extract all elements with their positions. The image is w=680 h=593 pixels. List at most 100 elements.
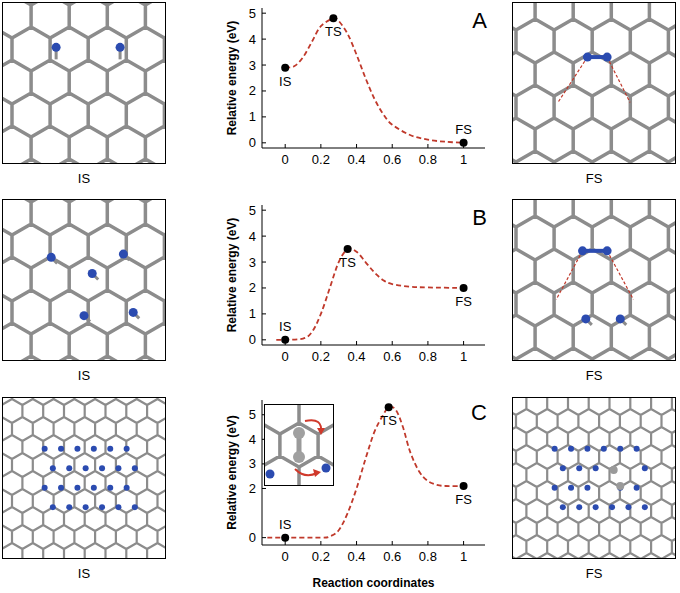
y-tick-label: 5 [249,6,256,21]
y-axis-label: Relative energy (eV) [225,21,239,136]
inset-bonds [264,404,334,486]
plot-data [276,245,467,344]
carbon-atom [610,466,618,474]
y-tick-label: 3 [249,58,256,73]
graphene-bonds [2,2,166,164]
adatom [616,314,625,323]
y-tick [262,339,266,340]
adatom [50,504,56,510]
state-point [460,139,468,147]
y-tick-label: 1 [249,109,256,124]
y-tick [262,488,266,489]
x-tick-label: 0.8 [419,549,437,564]
adatom [88,269,97,278]
y-tick-label: 2 [249,83,256,98]
x-tick [463,341,464,345]
adatom [583,53,592,62]
adatom [107,446,113,452]
x-tick [427,541,428,545]
inset-carbon [293,451,305,463]
x-tick [320,541,321,545]
x-tick [392,144,393,148]
x-tick-label: 0.4 [348,549,366,564]
x-tick [320,144,321,148]
y-axis-label: Relative energy (eV) [225,218,239,333]
inset-frame [265,405,334,486]
state-label: FS [455,294,472,309]
inset-carbon [293,427,305,439]
state-label: TS [380,413,397,428]
x-tick-label: 0.4 [348,349,366,364]
state-label: FS [455,122,472,137]
y-tick-label: 4 [249,32,256,47]
x-tick [463,541,464,545]
x-tick-label: 0 [282,349,289,364]
state-label: TS [325,24,342,39]
lattice [2,199,166,361]
lattice [512,2,676,164]
inset [264,404,334,486]
adatom [42,485,48,491]
x-tick-label: 1 [460,349,467,364]
adatom [42,446,48,452]
x-tick-label: 0.8 [419,152,437,167]
energy-curve [276,248,463,339]
y-tick-label: 1 [249,306,256,321]
adatom [80,311,89,320]
adatom [568,446,574,452]
panel-frame [3,200,166,361]
y-axis [262,8,263,148]
y-tick-label: 5 [249,407,256,422]
plot-data [281,14,467,146]
panel-bg [2,199,166,361]
adatom [129,308,138,317]
adatom [609,504,615,510]
state-label: TS [339,255,356,270]
state-point [385,403,393,411]
structure-label: IS [78,566,91,581]
adatom [91,485,97,491]
adatom [576,465,582,471]
y-tick-label: 3 [249,456,256,471]
adatom [83,465,89,471]
adatom [576,504,582,510]
state-point [281,336,289,344]
adatom [47,253,56,262]
x-tick [427,144,428,148]
energy-chart: 01234500.20.40.60.81Relative energy (eV)… [225,6,487,167]
inset-adatom [322,464,331,473]
adatom [115,504,121,510]
state-label: IS [279,517,292,532]
panel-letter: B [472,205,487,230]
x-tick [392,541,393,545]
adatom [132,465,138,471]
x-tick-label: 1 [460,549,467,564]
x-tick-label: 0 [282,549,289,564]
x-tick [285,144,286,148]
broken-bond [556,251,582,300]
energy-curve [285,18,463,143]
y-tick [262,262,266,263]
y-tick [262,210,266,211]
adatom [74,446,80,452]
y-tick-label: 4 [249,432,256,447]
y-tick-label: 5 [249,203,256,218]
final-structure [421,0,680,228]
structure-label: FS [586,368,603,383]
carbon-atom [616,482,624,490]
adatom [603,246,612,255]
adatom [83,504,89,510]
structure-label: IS [78,368,91,383]
structure-label: FS [586,566,603,581]
energy-chart: 01234500.20.40.60.81Relative energy (eV)… [225,203,487,364]
adatom [91,446,97,452]
adatom [58,485,64,491]
final-structure [464,355,680,593]
state-label: IS [279,74,292,89]
lattice [512,397,676,559]
adatom [107,485,113,491]
panel-letter: C [471,400,487,425]
point-labels: ISTSFS [279,255,472,334]
panel-frame [513,200,676,361]
panel-frame [3,398,166,559]
